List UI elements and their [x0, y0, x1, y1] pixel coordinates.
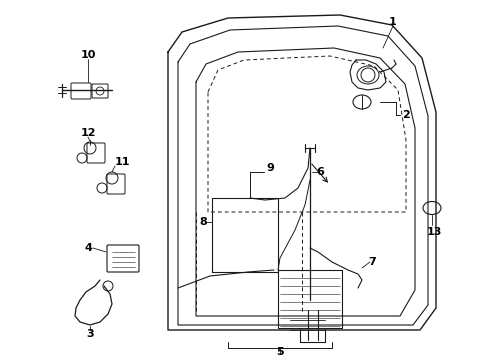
Text: 12: 12 [80, 128, 96, 138]
Text: 11: 11 [114, 157, 130, 167]
Text: 5: 5 [276, 347, 284, 357]
Text: 8: 8 [199, 217, 207, 227]
Text: 9: 9 [266, 163, 274, 173]
Text: 13: 13 [426, 227, 441, 237]
Text: 10: 10 [80, 50, 96, 60]
Text: 1: 1 [389, 17, 397, 27]
Text: 2: 2 [402, 110, 410, 120]
Text: 3: 3 [86, 329, 94, 339]
Text: 4: 4 [84, 243, 92, 253]
Text: 7: 7 [368, 257, 376, 267]
Text: 6: 6 [316, 167, 324, 177]
